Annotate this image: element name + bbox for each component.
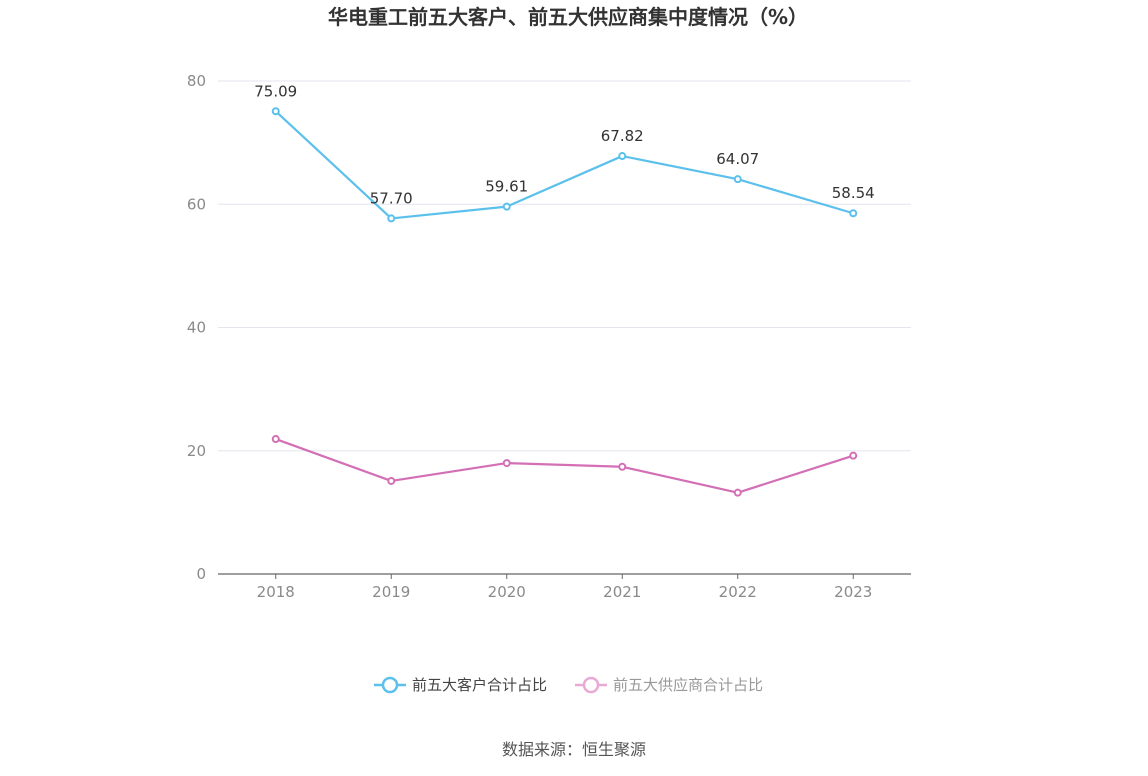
chart-title: 华电重工前五大客户、前五大供应商集中度情况（%） (328, 5, 808, 29)
x-tick-label: 2019 (372, 583, 410, 601)
data-point[interactable] (271, 435, 280, 444)
x-tick-label: 2022 (719, 583, 757, 601)
series-line (275, 110, 854, 220)
data-point[interactable] (618, 152, 627, 161)
data-point[interactable] (502, 459, 511, 468)
grid (218, 80, 911, 452)
data-label: 64.07 (716, 150, 759, 168)
series-2 (271, 435, 858, 497)
x-tick-label: 2023 (834, 583, 872, 601)
x-tick-label: 2020 (488, 583, 526, 601)
series-layer: 75.09 57.70 59.61 67.82 64.07 58.54 (254, 82, 875, 497)
data-label: 57.70 (370, 189, 413, 207)
legend-marker-icon (582, 676, 600, 694)
legend[interactable]: 前五大客户合计占比 前五大供应商合计占比 (374, 676, 763, 694)
y-tick-label: 0 (196, 565, 206, 583)
y-tick-label: 20 (187, 442, 206, 460)
data-point[interactable] (849, 209, 858, 218)
y-tick-label: 80 (187, 72, 206, 90)
y-tick-label: 60 (187, 195, 206, 213)
source-note: 数据来源：恒生聚源 (502, 740, 646, 759)
x-tick-label: 2018 (257, 583, 295, 601)
y-tick-label: 40 (187, 319, 206, 337)
data-point[interactable] (271, 107, 280, 116)
y-axis: 0 20 40 60 80 (187, 72, 206, 583)
legend-item[interactable]: 前五大客户合计占比 (374, 676, 547, 694)
data-point[interactable] (733, 488, 742, 497)
data-point[interactable] (733, 175, 742, 184)
data-point[interactable] (387, 214, 396, 223)
data-point[interactable] (387, 476, 396, 485)
data-label: 67.82 (601, 127, 644, 145)
legend-label: 前五大客户合计占比 (412, 676, 547, 694)
series-line (275, 438, 854, 494)
data-point[interactable] (502, 202, 511, 211)
data-label: 75.09 (254, 82, 297, 100)
legend-label: 前五大供应商合计占比 (613, 676, 763, 694)
legend-item[interactable]: 前五大供应商合计占比 (575, 676, 763, 694)
x-axis: 2018 2019 2020 2021 2022 2023 (218, 573, 911, 601)
legend-marker-icon (381, 676, 399, 694)
x-tick-label: 2021 (603, 583, 641, 601)
data-label: 58.54 (832, 184, 875, 202)
data-point[interactable] (849, 451, 858, 460)
data-label: 59.61 (485, 178, 528, 196)
series-1: 75.09 57.70 59.61 67.82 64.07 58.54 (254, 82, 875, 223)
data-point[interactable] (618, 462, 627, 471)
